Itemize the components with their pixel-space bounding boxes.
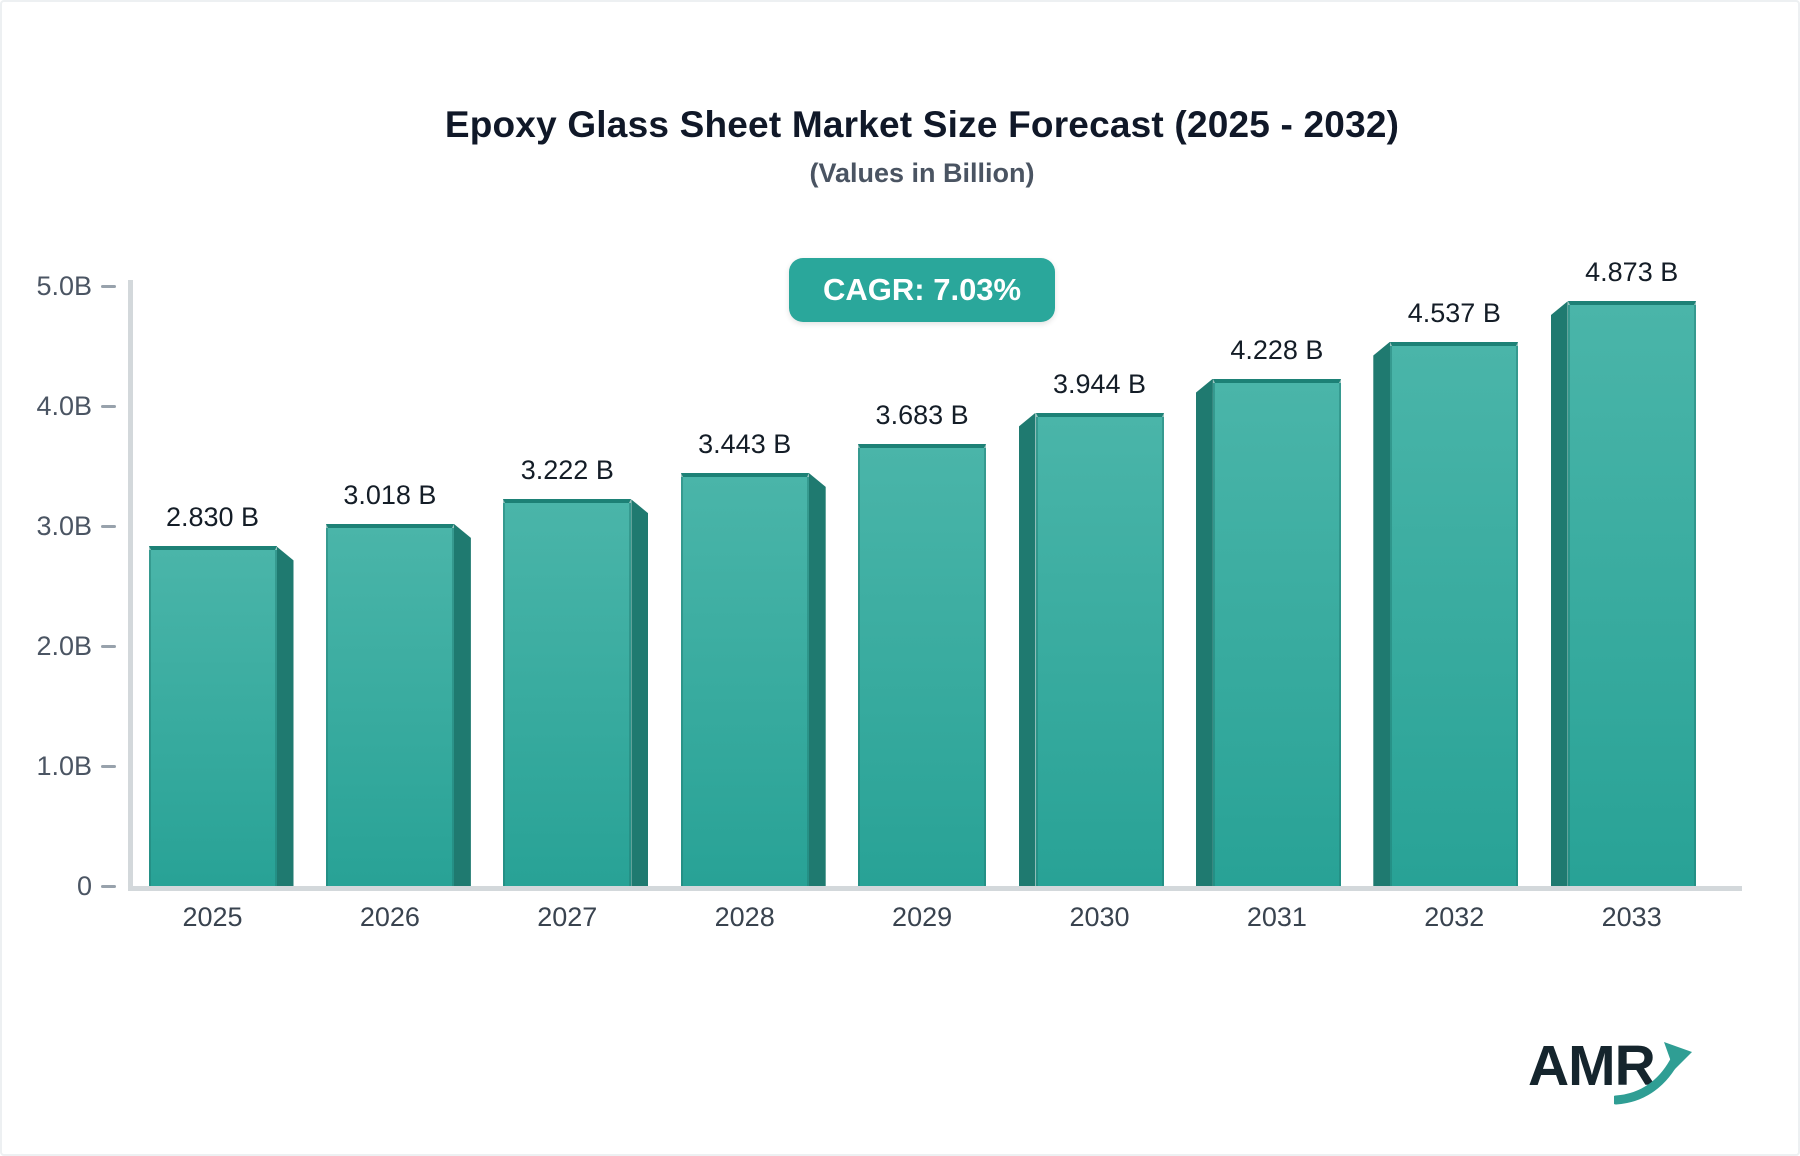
x-axis-label: 2030 bbox=[1069, 902, 1130, 932]
y-axis-tick bbox=[101, 645, 116, 648]
bar bbox=[503, 499, 632, 886]
amr-logo-text: AMR bbox=[1528, 1034, 1656, 1098]
y-axis-tick bbox=[101, 405, 116, 408]
bar-3d-side bbox=[1195, 378, 1213, 886]
bar bbox=[858, 444, 987, 886]
x-axis-label: 2031 bbox=[1246, 902, 1307, 932]
amr-logo: AMR bbox=[1528, 1036, 1718, 1116]
x-axis-label: 2028 bbox=[714, 902, 775, 932]
y-axis-tick-label: 2.0B bbox=[36, 631, 92, 661]
bar-3d-side bbox=[453, 523, 471, 886]
bar-value-label: 2.830 B bbox=[165, 502, 260, 533]
bar-value-label: 4.873 B bbox=[1585, 257, 1679, 288]
bar-3d-side bbox=[1373, 341, 1391, 886]
bar bbox=[1212, 378, 1341, 886]
bar bbox=[1390, 341, 1519, 886]
y-axis-tick bbox=[101, 765, 116, 768]
bar-value-label: 3.018 B bbox=[343, 479, 437, 510]
bar-value-label: 3.443 B bbox=[698, 428, 792, 459]
bar-3d-side bbox=[808, 472, 826, 886]
bar-value-label: 3.944 B bbox=[1052, 368, 1147, 399]
bar bbox=[1035, 412, 1164, 886]
y-axis-tick bbox=[101, 525, 116, 528]
chart-subtitle: (Values in Billion) bbox=[809, 158, 1035, 188]
y-axis-tick-label: 1.0B bbox=[36, 751, 92, 781]
y-axis-tick bbox=[101, 885, 116, 888]
y-axis-tick bbox=[101, 285, 116, 288]
y-axis-tick-label: 3.0B bbox=[36, 511, 92, 541]
x-axis-label: 2029 bbox=[892, 902, 953, 932]
x-axis-label: 2032 bbox=[1424, 902, 1485, 932]
y-axis-tick-label: 5.0B bbox=[36, 271, 92, 301]
y-axis-tick-label: 4.0B bbox=[36, 391, 92, 421]
bar-3d-side bbox=[1018, 412, 1036, 886]
bar-value-label: 3.683 B bbox=[875, 400, 969, 431]
x-axis-label: 2026 bbox=[359, 902, 420, 932]
bar bbox=[680, 472, 809, 886]
bar-value-label: 3.222 B bbox=[520, 455, 614, 486]
y-axis-line bbox=[128, 280, 133, 890]
bar-3d-side bbox=[276, 546, 294, 886]
chart-title: Epoxy Glass Sheet Market Size Forecast (… bbox=[444, 104, 1400, 145]
bar-3d-side bbox=[1550, 301, 1568, 886]
x-axis-line bbox=[128, 886, 1742, 891]
growth-arrow-icon bbox=[1614, 1042, 1692, 1105]
x-axis-label: 2025 bbox=[182, 902, 243, 932]
x-axis-label: 2027 bbox=[537, 902, 598, 932]
bar bbox=[148, 546, 277, 886]
bar-value-label: 4.537 B bbox=[1407, 297, 1501, 328]
x-axis-label: 2033 bbox=[1601, 902, 1662, 932]
bar bbox=[325, 523, 454, 886]
y-axis-tick-label: 0 bbox=[76, 871, 92, 901]
bar-3d-side bbox=[631, 499, 649, 886]
cagr-badge: CAGR: 7.03% bbox=[789, 258, 1056, 322]
bar bbox=[1567, 301, 1696, 886]
bar-value-label: 4.228 B bbox=[1230, 334, 1324, 365]
